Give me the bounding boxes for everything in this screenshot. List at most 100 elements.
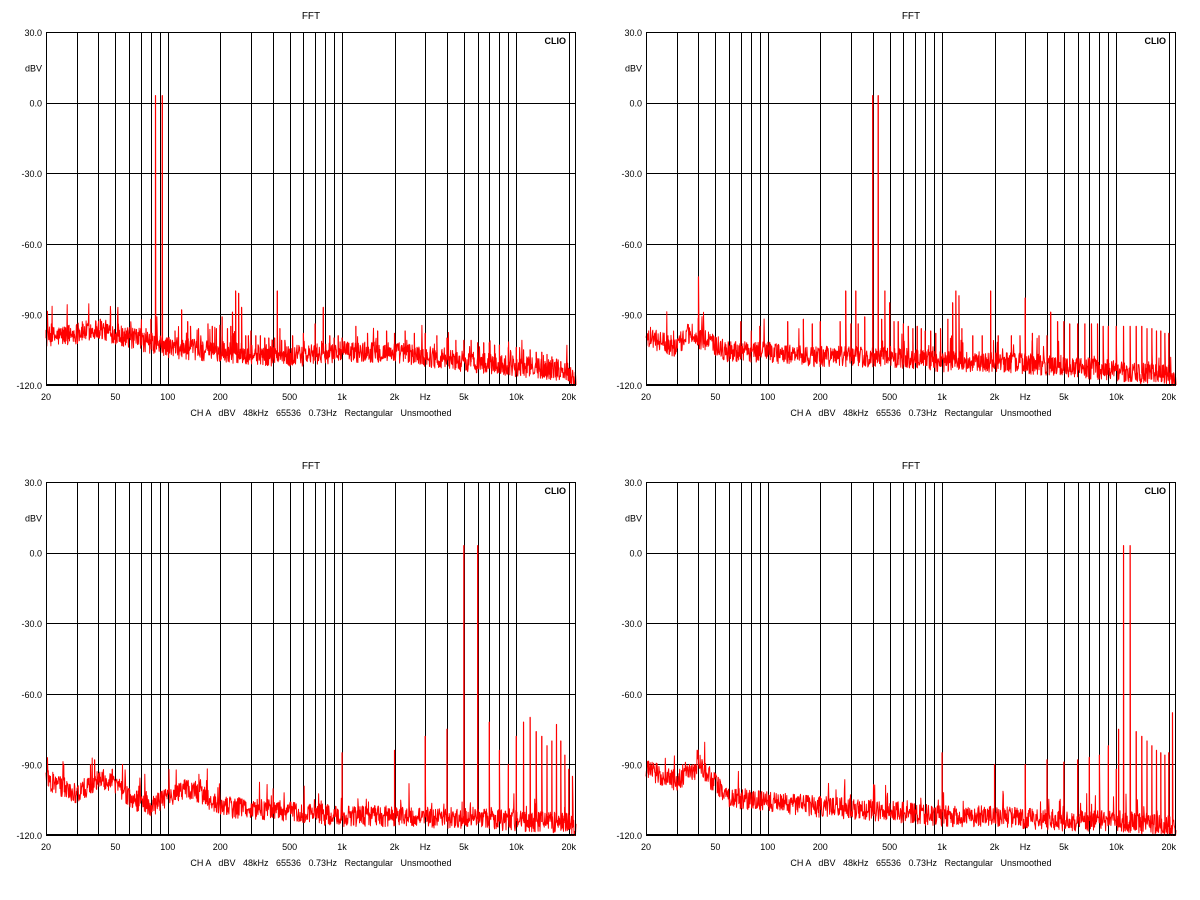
x-gridlines <box>77 32 570 385</box>
y-tick-label: 0.0 <box>629 99 642 109</box>
peak-marks <box>89 545 574 829</box>
y-tick-label: -30.0 <box>21 169 42 179</box>
x-tick-label: 1k <box>937 842 947 852</box>
clio-brand: CLIO <box>1145 486 1167 496</box>
x-tick-label: 10k <box>1109 842 1124 852</box>
x-tick-label: 1k <box>337 392 347 402</box>
x-tick-label: 50 <box>710 392 720 402</box>
y-tick-label: 30.0 <box>624 478 642 488</box>
y-tick-label: 0.0 <box>29 549 42 559</box>
x-tick-label: 20 <box>641 392 651 402</box>
x-tick-label: 5k <box>1059 842 1069 852</box>
x-tick-label: 20k <box>562 392 577 402</box>
plot-area <box>646 482 1176 835</box>
measurement-settings: CH A dBV 48kHz 65536 0.73Hz Rectangular … <box>790 858 1051 868</box>
x-tick-label: 100 <box>160 842 175 852</box>
x-tick-label: 2k <box>990 842 1000 852</box>
plot-area <box>46 32 576 385</box>
clio-brand: CLIO <box>1145 36 1167 46</box>
plot-frame <box>646 32 1176 385</box>
y-tick-label: -60.0 <box>621 690 642 700</box>
y-tick-label: -120.0 <box>616 381 642 391</box>
x-tick-label: 20 <box>41 842 51 852</box>
plot-frame <box>46 32 576 385</box>
x-tick-label: 5k <box>1059 392 1069 402</box>
y-tick-label: -60.0 <box>21 240 42 250</box>
x-tick-label: 200 <box>813 842 828 852</box>
x-tick-label: 20 <box>41 392 51 402</box>
x-tick-label: 10k <box>1109 392 1124 402</box>
y-tick-label: -120.0 <box>16 381 42 391</box>
x-tick-label: 2k <box>990 392 1000 402</box>
y-tick-label: 0.0 <box>29 99 42 109</box>
fft-chart-1: FFT CLIO 30.0 0.0 -30.0 -60.0 -90.0 -120.0 dBV 20… <box>16 11 576 418</box>
x-tick-label: 500 <box>882 842 897 852</box>
y-axis-label: dBV <box>625 63 642 73</box>
chart-title: FFT <box>302 461 320 472</box>
x-tick-label: 50 <box>710 842 720 852</box>
plot-frame <box>646 482 1176 835</box>
peak-marks <box>68 95 566 371</box>
x-tick-label: 200 <box>213 392 228 402</box>
y-tick-label: -60.0 <box>21 690 42 700</box>
y-axis-label: dBV <box>25 63 42 73</box>
peak-marks <box>941 545 1174 830</box>
y-tick-label: -120.0 <box>616 831 642 841</box>
fft-chart-2: FFT CLIO 30.0 0.0 -30.0 -60.0 -90.0 -120.0 dBV 20… <box>616 11 1176 418</box>
y-tick-label: 30.0 <box>24 28 42 38</box>
fft-trace <box>45 95 577 386</box>
x-tick-label: 1k <box>937 392 947 402</box>
x-tick-label: 200 <box>813 392 828 402</box>
y-tick-label: -120.0 <box>16 831 42 841</box>
plot-frame <box>46 482 576 835</box>
y-tick-label: -60.0 <box>621 240 642 250</box>
fft-trace <box>45 545 577 836</box>
plot-area <box>646 32 1176 385</box>
x-tick-label: 10k <box>509 392 524 402</box>
x-tick-label: 50 <box>110 392 120 402</box>
x-tick-label: 100 <box>760 842 775 852</box>
chart-title: FFT <box>302 11 320 22</box>
x-unit-label: Hz <box>1020 392 1031 402</box>
measurement-settings: CH A dBV 48kHz 65536 0.73Hz Rectangular … <box>190 858 451 868</box>
fft-chart-4: FFT CLIO 30.0 0.0 -30.0 -60.0 -90.0 -120.0 dBV 20… <box>616 461 1176 868</box>
x-tick-label: 500 <box>282 842 297 852</box>
y-tick-label: -90.0 <box>21 310 42 320</box>
clio-brand: CLIO <box>545 486 567 496</box>
x-tick-label: 500 <box>882 392 897 402</box>
measurement-settings: CH A dBV 48kHz 65536 0.73Hz Rectangular … <box>190 408 451 418</box>
y-tick-label: -30.0 <box>621 619 642 629</box>
x-tick-label: 200 <box>213 842 228 852</box>
y-tick-label: -30.0 <box>21 619 42 629</box>
fft-chart-3: FFT CLIO 30.0 0.0 -30.0 -60.0 -90.0 -120.0 dBV 20… <box>16 461 576 868</box>
x-tick-label: 100 <box>760 392 775 402</box>
y-tick-label: -30.0 <box>621 169 642 179</box>
x-tick-label: 2k <box>390 392 400 402</box>
x-tick-label: 10k <box>509 842 524 852</box>
chart-title: FFT <box>902 11 920 22</box>
clio-brand: CLIO <box>545 36 567 46</box>
y-tick-label: 30.0 <box>624 28 642 38</box>
x-tick-label: 5k <box>459 842 469 852</box>
x-tick-label: 20 <box>641 842 651 852</box>
x-unit-label: Hz <box>420 842 431 852</box>
x-unit-label: Hz <box>1020 842 1031 852</box>
x-tick-label: 20k <box>1162 392 1177 402</box>
x-tick-label: 2k <box>390 842 400 852</box>
x-tick-label: 100 <box>160 392 175 402</box>
y-axis-label: dBV <box>25 513 42 523</box>
x-tick-label: 1k <box>337 842 347 852</box>
fft-trace <box>645 545 1177 836</box>
plot-area <box>46 482 576 835</box>
fft-trace <box>645 95 1177 386</box>
measurement-settings: CH A dBV 48kHz 65536 0.73Hz Rectangular … <box>790 408 1051 418</box>
peak-marks <box>697 95 1170 376</box>
y-tick-label: -90.0 <box>21 760 42 770</box>
x-tick-label: 500 <box>282 392 297 402</box>
chart-title: FFT <box>902 461 920 472</box>
x-tick-label: 5k <box>459 392 469 402</box>
y-axis-label: dBV <box>625 513 642 523</box>
y-tick-label: 0.0 <box>629 549 642 559</box>
y-tick-label: 30.0 <box>24 478 42 488</box>
